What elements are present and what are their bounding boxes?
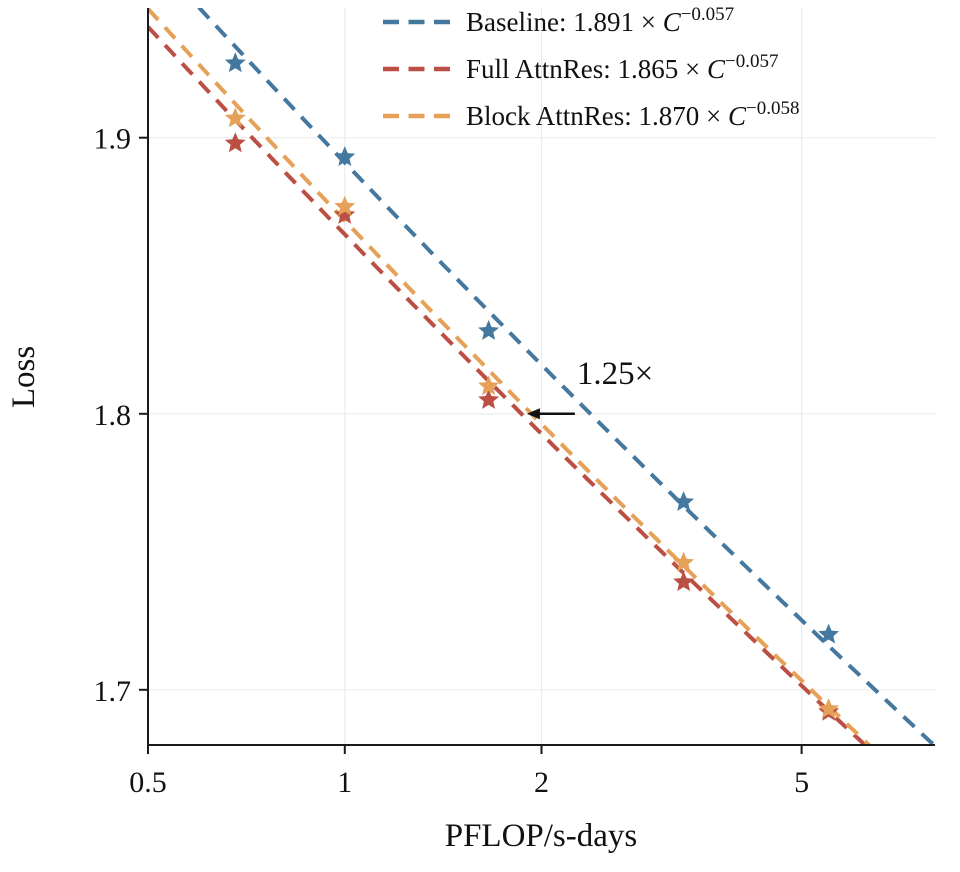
data-point-full-attnres — [224, 132, 246, 153]
data-point-baseline — [818, 623, 840, 644]
data-point-baseline — [673, 491, 695, 511]
x-axis-label: PFLOP/s-days — [445, 818, 638, 854]
y-tick-label: 1.7 — [94, 675, 132, 708]
data-point-block-attnres — [478, 375, 500, 396]
y-axis-label: Loss — [6, 346, 42, 408]
data-point-baseline — [478, 320, 500, 340]
x-tick-label: 5 — [794, 766, 809, 799]
legend-item-block-attnres: Block AttnRes: 1.870 × C−0.058 — [383, 98, 799, 131]
x-tick-label: 0.5 — [129, 766, 167, 799]
legend-label: Baseline: 1.891 × C−0.057 — [466, 4, 734, 37]
legend-label: Full AttnRes: 1.865 × C−0.057 — [466, 51, 779, 84]
data-point-block-attnres — [673, 551, 695, 572]
annotation-label: 1.25× — [577, 356, 653, 392]
legend-item-full-attnres: Full AttnRes: 1.865 × C−0.057 — [383, 51, 779, 84]
data-point-block-attnres — [818, 698, 840, 718]
legend-label: Block AttnRes: 1.870 × C−0.058 — [466, 98, 799, 131]
data-point-full-attnres — [478, 389, 500, 409]
fit-line-baseline — [196, 8, 935, 745]
data-point-block-attnres — [334, 195, 356, 216]
fit-line-full-attnres — [148, 25, 868, 745]
axes: 0.5 1 2 5 1.7 1.8 1.9 — [94, 8, 935, 799]
data-points — [224, 52, 840, 721]
x-tick-label: 1 — [337, 766, 352, 799]
annotation-arrow — [526, 408, 575, 420]
data-point-full-attnres — [673, 571, 695, 591]
y-tick-label: 1.8 — [94, 399, 132, 432]
annotation-arrowhead — [526, 408, 540, 420]
data-point-block-attnres — [224, 107, 246, 128]
x-tick-label: 2 — [534, 766, 549, 799]
data-point-baseline — [224, 52, 246, 73]
legend-item-baseline: Baseline: 1.891 × C−0.057 — [383, 4, 734, 37]
data-point-baseline — [334, 146, 356, 166]
data-point-full-attnres — [334, 204, 356, 224]
y-tick-label: 1.9 — [94, 123, 132, 156]
fit-lines — [148, 8, 935, 745]
